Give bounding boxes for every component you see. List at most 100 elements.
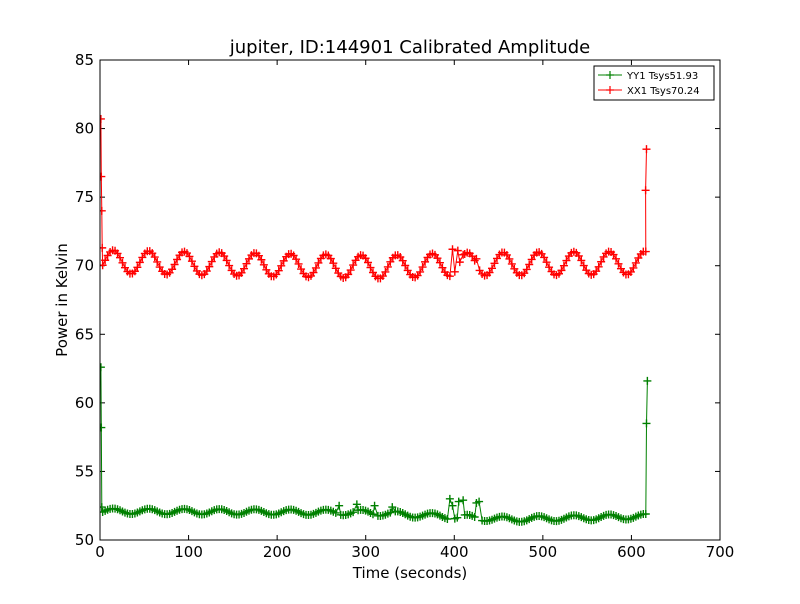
data-point xyxy=(448,245,457,254)
data-point xyxy=(642,145,651,154)
data-point xyxy=(445,272,454,281)
data-point xyxy=(100,423,106,432)
y-tick-label: 55 xyxy=(75,462,94,480)
series-line xyxy=(100,367,648,523)
data-point xyxy=(237,268,246,277)
data-point xyxy=(643,376,652,385)
data-point xyxy=(507,259,516,268)
data-point xyxy=(453,246,462,255)
data-point xyxy=(472,254,481,263)
data-point xyxy=(609,250,618,259)
data-point xyxy=(292,255,301,264)
data-point xyxy=(370,501,379,510)
y-tick-label: 60 xyxy=(75,394,94,412)
data-point xyxy=(329,259,338,268)
x-tick-label: 700 xyxy=(706,543,735,561)
y-axis-label: Power in Kelvin xyxy=(53,243,71,357)
x-tick-label: 500 xyxy=(529,543,558,561)
data-point xyxy=(335,501,344,510)
data-point xyxy=(383,262,392,271)
data-point xyxy=(445,494,454,503)
data-point xyxy=(421,257,430,266)
legend-label: YY1 Tsys51.93 xyxy=(626,71,698,82)
data-point xyxy=(398,256,407,265)
data-point xyxy=(311,263,320,272)
data-point xyxy=(259,260,268,269)
data-point xyxy=(309,268,318,277)
y-tick-label: 50 xyxy=(75,531,94,549)
data-point xyxy=(207,257,216,266)
data-point xyxy=(540,253,549,262)
data-point xyxy=(274,266,283,275)
y-tick-label: 75 xyxy=(75,188,94,206)
data-point xyxy=(294,259,303,268)
legend: YY1 Tsys51.93 XX1 Tsys70.24 xyxy=(593,65,715,101)
data-point xyxy=(435,258,444,267)
data-point xyxy=(629,263,638,272)
data-point xyxy=(597,257,606,266)
data-point xyxy=(346,266,355,275)
data-point xyxy=(386,257,395,266)
data-point xyxy=(641,247,650,256)
data-point xyxy=(468,252,477,261)
legend-marker xyxy=(606,71,614,79)
data-point xyxy=(453,513,462,522)
data-point xyxy=(485,268,494,277)
data-point xyxy=(438,263,447,272)
data-point xyxy=(634,254,643,263)
x-tick-label: 400 xyxy=(440,543,469,561)
data-point xyxy=(100,172,106,181)
data-point xyxy=(641,509,650,518)
data-point xyxy=(277,261,286,270)
data-point xyxy=(100,243,107,252)
y-tick-label: 80 xyxy=(75,120,94,138)
legend-box xyxy=(593,65,715,101)
data-point xyxy=(257,255,266,264)
data-point xyxy=(450,267,459,276)
data-point xyxy=(433,254,442,263)
data-point xyxy=(470,512,479,521)
data-point xyxy=(505,254,514,263)
data-point xyxy=(579,261,588,270)
data-point xyxy=(331,508,340,517)
data-point xyxy=(135,258,144,267)
data-point xyxy=(326,254,335,263)
series-0 xyxy=(100,363,652,526)
data-point xyxy=(220,252,229,261)
x-tick-label: 100 xyxy=(174,543,203,561)
data-point xyxy=(153,257,162,266)
chart-title: jupiter, ID:144901 Calibrated Amplitude xyxy=(229,37,590,58)
data-point xyxy=(416,267,425,276)
data-point xyxy=(631,258,640,267)
data-point xyxy=(349,508,358,517)
data-point xyxy=(470,256,479,265)
data-point xyxy=(368,510,377,519)
data-point xyxy=(113,249,122,258)
data-point xyxy=(185,252,194,261)
data-point xyxy=(459,496,468,505)
y-tick-label: 70 xyxy=(75,257,94,275)
data-point xyxy=(542,258,551,267)
data-point xyxy=(116,253,125,262)
data-point xyxy=(454,497,463,506)
data-point xyxy=(101,256,110,265)
data-point xyxy=(559,261,568,270)
plot-frame xyxy=(99,59,721,541)
data-point xyxy=(626,267,635,276)
data-point xyxy=(403,266,412,275)
data-point xyxy=(557,266,566,275)
legend-marker xyxy=(606,86,614,94)
data-point xyxy=(401,261,410,270)
data-point xyxy=(150,253,159,262)
axis-ticks: 0 100 200 300 400 500 600 700 50 55 60 65 70 75 80 85 xyxy=(75,51,734,561)
data-point xyxy=(562,256,571,265)
data-point xyxy=(475,497,484,506)
legend-label: XX1 Tsys70.24 xyxy=(627,86,700,97)
data-point xyxy=(522,265,531,274)
data-point xyxy=(133,263,142,272)
x-axis-label: Time (seconds) xyxy=(352,564,468,582)
data-point xyxy=(100,206,106,215)
data-point xyxy=(187,257,196,266)
